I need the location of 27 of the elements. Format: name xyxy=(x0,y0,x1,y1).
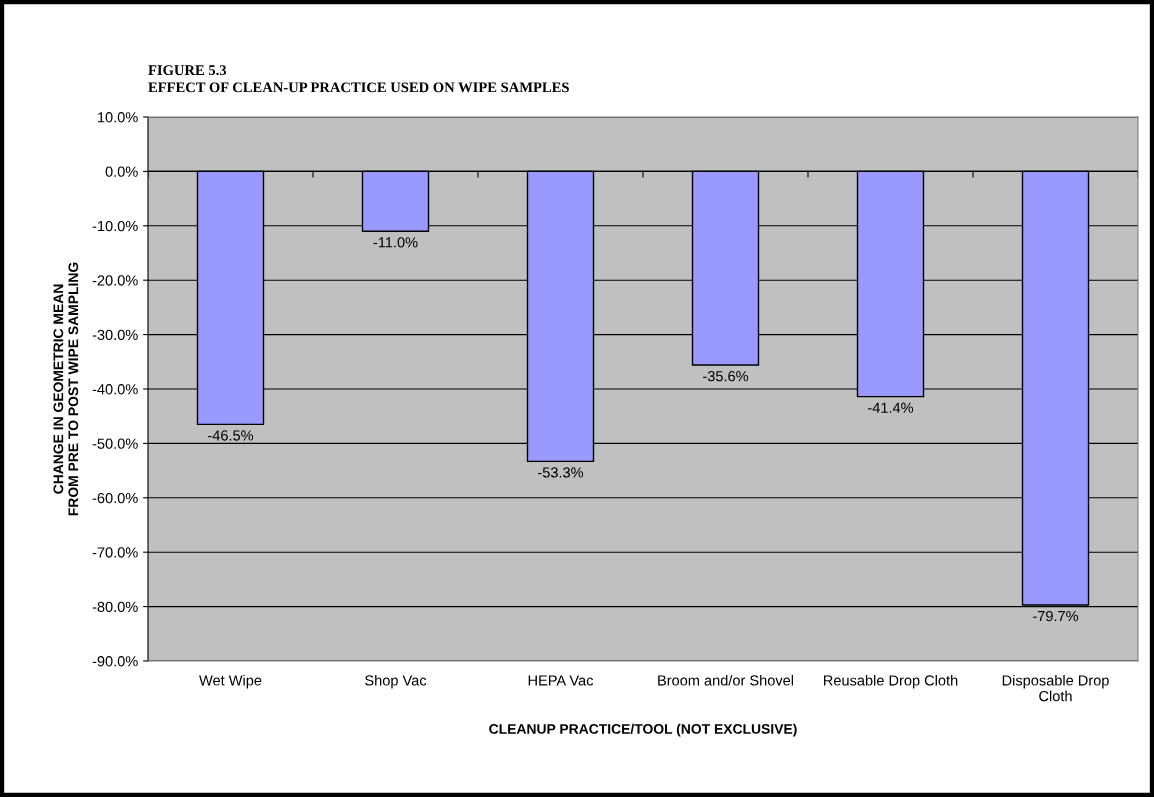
chart-subtitle: EFFECT OF CLEAN-UP PRACTICE USED ON WIPE SAMPLES xyxy=(148,82,569,93)
data-label: -53.3% xyxy=(538,467,584,478)
y-tick-label: -50.0% xyxy=(92,438,138,449)
x-tick-label: Broom and/or Shovel xyxy=(658,674,794,686)
x-tick-label: Wet Wipe xyxy=(199,674,262,689)
y-tick-label: -40.0% xyxy=(92,384,138,395)
x-tick-label: Shop Vac xyxy=(365,674,427,689)
y-tick-label: -20.0% xyxy=(92,275,138,286)
y-tick-label: -60.0% xyxy=(92,492,138,504)
y-tick-label: 0.0% xyxy=(105,166,138,177)
y-tick-label: -10.0% xyxy=(92,220,138,232)
y-axis-title: CHANGE IN GEOMETRIC MEAN FROM PRE TO POST WIPE SAMPLING xyxy=(53,262,79,516)
y-tick-label: -30.0% xyxy=(92,329,138,341)
x-axis-title: CLEANUP PRACTICE/TOOL (NOT EXCLUSIVE) xyxy=(489,723,797,737)
y-tick-label: -90.0% xyxy=(92,656,138,667)
x-tick-label: Reusable Drop Cloth xyxy=(824,674,958,689)
x-tick-label: HEPA Vac xyxy=(528,675,594,686)
data-label: -11.0% xyxy=(373,237,418,248)
y-tick-label: 10.0% xyxy=(98,112,138,123)
data-label: -46.5% xyxy=(208,430,254,441)
x-tick-label: Disposable Drop Cloth xyxy=(1002,674,1109,702)
y-tick-label: -70.0% xyxy=(92,547,138,558)
chart-title: FIGURE 5.3 xyxy=(148,65,227,76)
y-tick-label: -80.0% xyxy=(92,601,138,613)
data-label: -79.7% xyxy=(1033,610,1079,622)
data-label: -35.6% xyxy=(703,371,749,382)
data-label: -41.4% xyxy=(868,402,914,413)
